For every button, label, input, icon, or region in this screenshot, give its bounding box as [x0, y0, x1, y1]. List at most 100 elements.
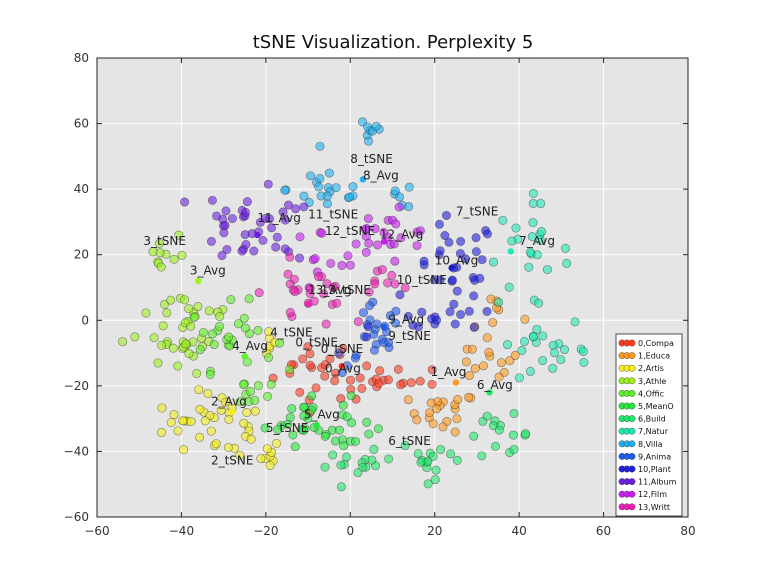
data-point	[240, 207, 250, 217]
avg-marker	[448, 264, 455, 272]
legend-swatch	[628, 389, 636, 397]
data-point	[452, 286, 462, 296]
data-point	[435, 246, 445, 256]
data-point	[290, 287, 300, 297]
data-point	[317, 228, 327, 238]
data-point	[475, 273, 485, 283]
data-point	[524, 262, 534, 272]
data-point	[496, 358, 506, 368]
data-point	[436, 445, 446, 455]
data-point	[177, 250, 187, 260]
data-point	[509, 408, 519, 418]
data-point	[428, 419, 438, 429]
x-tick-label: −40	[169, 524, 194, 538]
data-point	[391, 219, 401, 229]
data-point	[162, 308, 172, 318]
data-point	[482, 411, 492, 421]
data-point	[307, 391, 317, 401]
data-point	[242, 407, 252, 417]
data-point	[434, 219, 444, 229]
data-point	[280, 244, 290, 254]
data-point	[345, 192, 355, 202]
data-point	[538, 356, 548, 366]
data-point	[267, 223, 277, 233]
data-point	[375, 366, 385, 376]
data-point	[498, 215, 508, 225]
data-point	[438, 422, 448, 432]
avg-marker	[452, 379, 460, 386]
data-point	[517, 345, 527, 355]
data-point	[295, 387, 305, 397]
data-point	[548, 340, 558, 350]
data-point	[330, 376, 340, 386]
point-annotation: 1_Avg	[430, 365, 466, 379]
data-point	[306, 171, 316, 181]
data-point	[224, 414, 234, 424]
x-tick-label: 40	[512, 524, 527, 538]
data-point	[364, 136, 374, 146]
data-point	[430, 475, 440, 485]
avg-marker	[195, 277, 202, 285]
data-point	[429, 275, 439, 285]
data-point	[520, 314, 530, 324]
data-point	[227, 214, 237, 224]
legend-label: 8,Villa	[638, 440, 663, 449]
data-point	[283, 200, 293, 210]
legend-label: 1,Educa	[638, 352, 670, 361]
data-point	[207, 195, 217, 205]
data-point	[450, 319, 460, 329]
data-point	[264, 327, 274, 337]
data-point	[226, 295, 236, 305]
data-point	[157, 403, 167, 413]
data-point	[570, 317, 580, 327]
data-point	[334, 348, 344, 358]
data-point	[361, 247, 371, 257]
data-point	[313, 272, 323, 282]
data-point	[342, 452, 352, 462]
point-annotation: 10_tSNE	[397, 273, 447, 287]
data-point	[235, 397, 245, 407]
legend-swatch	[628, 427, 636, 435]
point-annotation: 2_Avg	[211, 395, 247, 409]
avg-marker	[486, 389, 493, 396]
data-point	[549, 348, 559, 358]
y-tick-label: 40	[74, 182, 89, 196]
data-point	[464, 306, 474, 316]
point-annotation: 9_Avg	[388, 313, 424, 327]
point-annotation: 2_tSNE	[211, 454, 254, 468]
data-point	[180, 295, 190, 305]
data-point	[184, 349, 194, 359]
data-point	[389, 239, 399, 249]
data-point	[373, 240, 383, 250]
data-point	[216, 405, 226, 415]
data-point	[417, 307, 427, 317]
data-point	[387, 270, 397, 280]
point-annotation: 7_tSNE	[456, 204, 499, 218]
data-point	[449, 299, 459, 309]
data-point	[157, 427, 167, 437]
y-tick-label: 80	[74, 51, 89, 65]
data-point	[490, 441, 500, 451]
data-point	[494, 372, 504, 382]
data-point	[305, 283, 315, 293]
data-point	[470, 363, 480, 373]
data-point	[494, 297, 504, 307]
data-point	[263, 179, 273, 189]
data-point	[314, 182, 324, 192]
data-point	[320, 431, 330, 441]
data-point	[441, 210, 451, 220]
legend-swatch	[628, 415, 636, 422]
point-annotation: 5_tSNE	[266, 421, 309, 435]
data-point	[336, 482, 346, 492]
data-point	[562, 258, 572, 268]
data-point	[440, 231, 450, 241]
data-point	[556, 355, 566, 365]
data-point	[141, 308, 151, 318]
avg-marker	[241, 353, 248, 360]
data-point	[237, 246, 247, 256]
data-point	[469, 431, 479, 441]
data-point	[220, 220, 230, 230]
data-point	[195, 404, 205, 414]
data-point	[345, 260, 355, 270]
